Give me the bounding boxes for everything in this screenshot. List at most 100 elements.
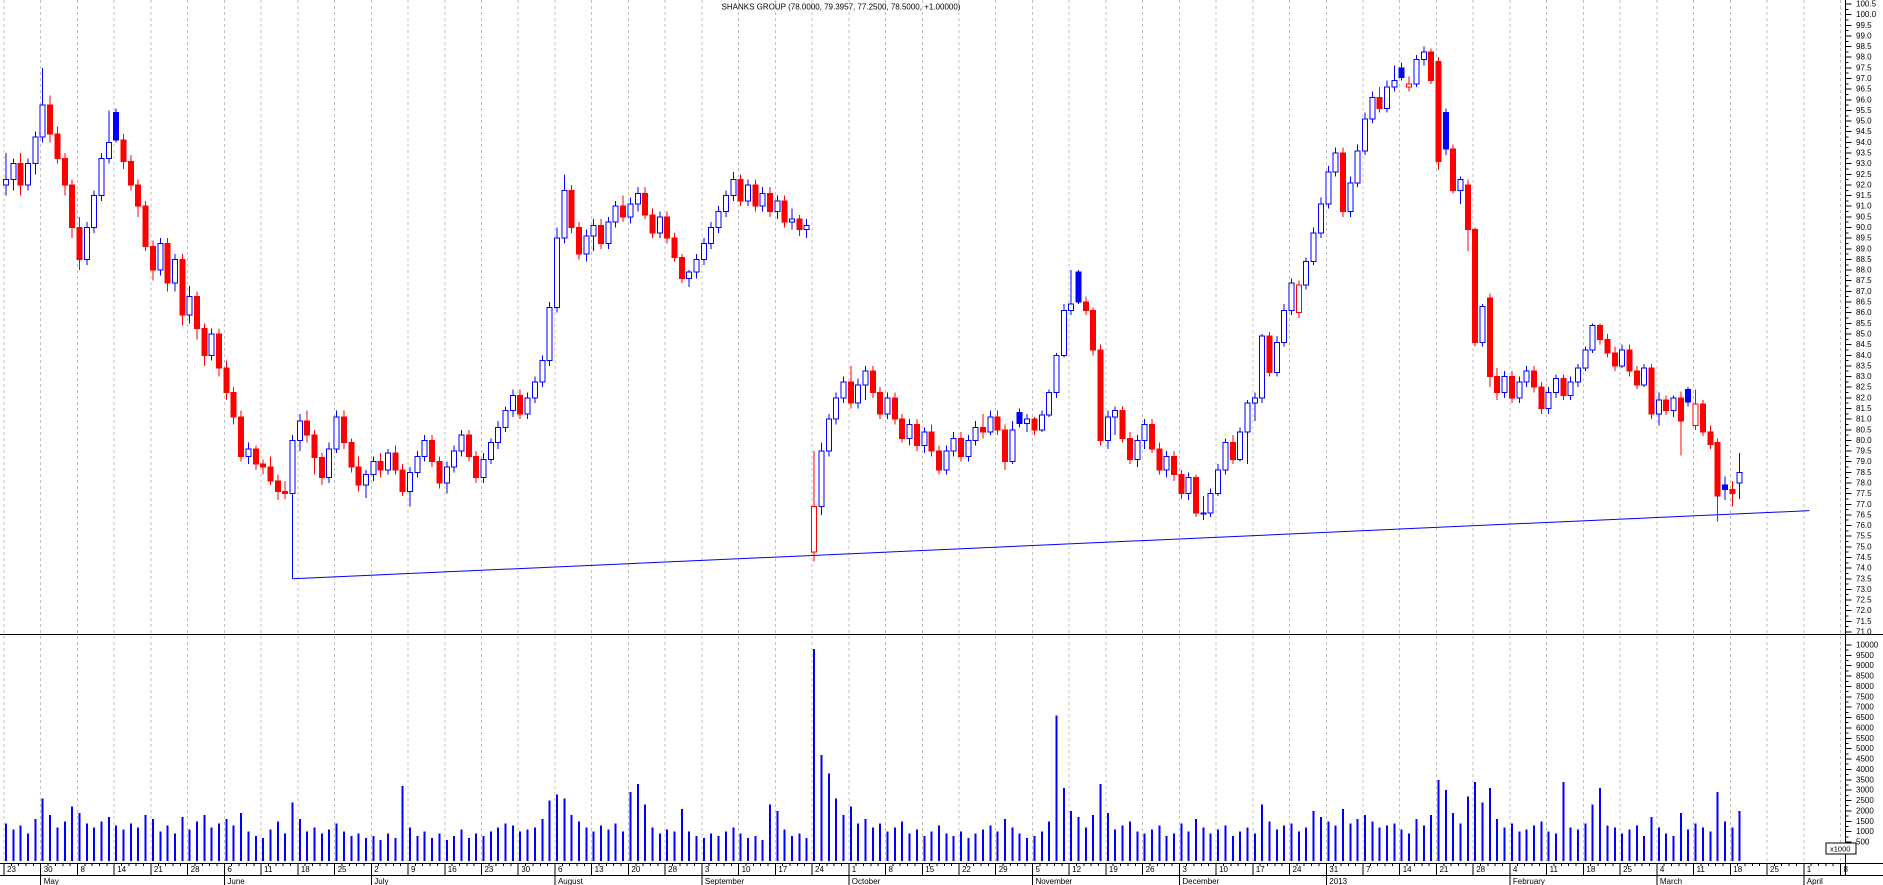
volume-bar bbox=[181, 817, 184, 861]
candle bbox=[421, 439, 428, 457]
price-tick-label: 71.0 bbox=[1856, 628, 1872, 637]
candle bbox=[179, 258, 186, 316]
week-date-label: 18 bbox=[301, 865, 310, 874]
volume-bar bbox=[893, 827, 896, 861]
volume-bar bbox=[115, 825, 118, 861]
volume-bar bbox=[570, 815, 573, 861]
volume-bar bbox=[1143, 833, 1146, 861]
candle bbox=[216, 333, 223, 369]
candle bbox=[1207, 493, 1214, 514]
week-date-label: 5 bbox=[1035, 865, 1040, 874]
volume-bar bbox=[1738, 810, 1741, 861]
volume-bar bbox=[666, 829, 669, 861]
candle bbox=[1508, 376, 1515, 399]
volume-bar bbox=[372, 835, 375, 861]
price-tick-label: 93.0 bbox=[1856, 159, 1872, 168]
candle bbox=[1486, 297, 1493, 378]
volume-bar bbox=[416, 835, 419, 861]
candle bbox=[634, 192, 641, 205]
volume-bar bbox=[1319, 817, 1322, 861]
volume-bar bbox=[1628, 829, 1631, 861]
candle bbox=[1428, 51, 1435, 82]
price-tick-label: 90.5 bbox=[1856, 212, 1872, 221]
price-tick-label: 87.5 bbox=[1856, 276, 1872, 285]
volume-bar bbox=[1231, 835, 1234, 861]
candle bbox=[1450, 148, 1457, 191]
volume-bar bbox=[1121, 825, 1124, 861]
volume-bar bbox=[144, 815, 147, 861]
price-tick-label: 76.0 bbox=[1856, 521, 1872, 530]
week-date-label: 25 bbox=[1770, 865, 1779, 874]
candle bbox=[1567, 381, 1574, 397]
candle bbox=[495, 427, 502, 444]
volume-bar bbox=[901, 821, 904, 861]
candle bbox=[649, 214, 656, 234]
candle bbox=[1310, 232, 1317, 263]
volume-bar bbox=[1540, 821, 1543, 861]
candle bbox=[1046, 392, 1053, 416]
volume-bar bbox=[19, 825, 22, 861]
candle bbox=[186, 296, 193, 316]
volume-bar bbox=[445, 839, 448, 861]
candle bbox=[1699, 403, 1706, 433]
candle bbox=[965, 439, 972, 457]
volume-bar bbox=[857, 823, 860, 861]
volume-bar bbox=[614, 823, 617, 861]
volume-bar bbox=[1510, 823, 1513, 861]
volume-bar bbox=[1253, 833, 1256, 861]
candle bbox=[1420, 51, 1427, 60]
candle bbox=[1171, 455, 1178, 475]
candle bbox=[355, 466, 362, 486]
volume-bar bbox=[1657, 827, 1660, 861]
week-date-label: 28 bbox=[1476, 865, 1485, 874]
candle bbox=[1090, 310, 1097, 351]
candle bbox=[1281, 310, 1288, 343]
price-tick-label: 91.5 bbox=[1856, 191, 1872, 200]
candle bbox=[671, 237, 678, 258]
candle bbox=[1516, 381, 1523, 399]
candle bbox=[113, 112, 120, 141]
candle bbox=[1288, 282, 1295, 312]
candle bbox=[1068, 303, 1075, 312]
candle bbox=[730, 179, 737, 197]
price-tick-label: 74.5 bbox=[1856, 553, 1872, 562]
candle bbox=[436, 461, 443, 484]
volume-bar bbox=[298, 819, 301, 861]
week-date-label: 18 bbox=[1586, 865, 1595, 874]
candle bbox=[796, 218, 803, 231]
price-tick-label: 85.5 bbox=[1856, 319, 1872, 328]
candle bbox=[935, 450, 942, 471]
price-tick-label: 97.5 bbox=[1856, 63, 1872, 72]
candle bbox=[1714, 442, 1721, 497]
price-tick-label: 93.5 bbox=[1856, 149, 1872, 158]
candle bbox=[708, 227, 715, 244]
volume-bar bbox=[600, 825, 603, 861]
volume-bar bbox=[489, 831, 492, 861]
candle bbox=[1082, 301, 1089, 312]
volume-bar bbox=[1334, 825, 1337, 861]
price-tick-label: 96.0 bbox=[1856, 95, 1872, 104]
volume-bar bbox=[1055, 715, 1058, 861]
candle bbox=[1347, 182, 1354, 213]
candle bbox=[1670, 397, 1677, 412]
volume-tick-label: 5000 bbox=[1856, 744, 1874, 753]
volume-bar bbox=[409, 827, 412, 861]
volume-bar bbox=[541, 819, 544, 861]
volume-bar bbox=[1672, 835, 1675, 861]
candle bbox=[642, 192, 649, 216]
candle bbox=[340, 416, 347, 444]
volume-tick-label: 10000 bbox=[1856, 640, 1879, 649]
price-tick-label: 72.0 bbox=[1856, 606, 1872, 615]
candle bbox=[289, 439, 296, 495]
candle bbox=[1442, 112, 1449, 150]
volume-bar bbox=[1400, 829, 1403, 861]
candle bbox=[1075, 271, 1082, 303]
candle bbox=[171, 258, 178, 284]
price-tick-label: 75.5 bbox=[1856, 532, 1872, 541]
volume-bar bbox=[695, 835, 698, 861]
volume-bar bbox=[1349, 823, 1352, 861]
week-date-label: 8 bbox=[889, 865, 894, 874]
candle bbox=[605, 221, 612, 244]
candle bbox=[1362, 118, 1369, 152]
volume-bar bbox=[710, 833, 713, 861]
